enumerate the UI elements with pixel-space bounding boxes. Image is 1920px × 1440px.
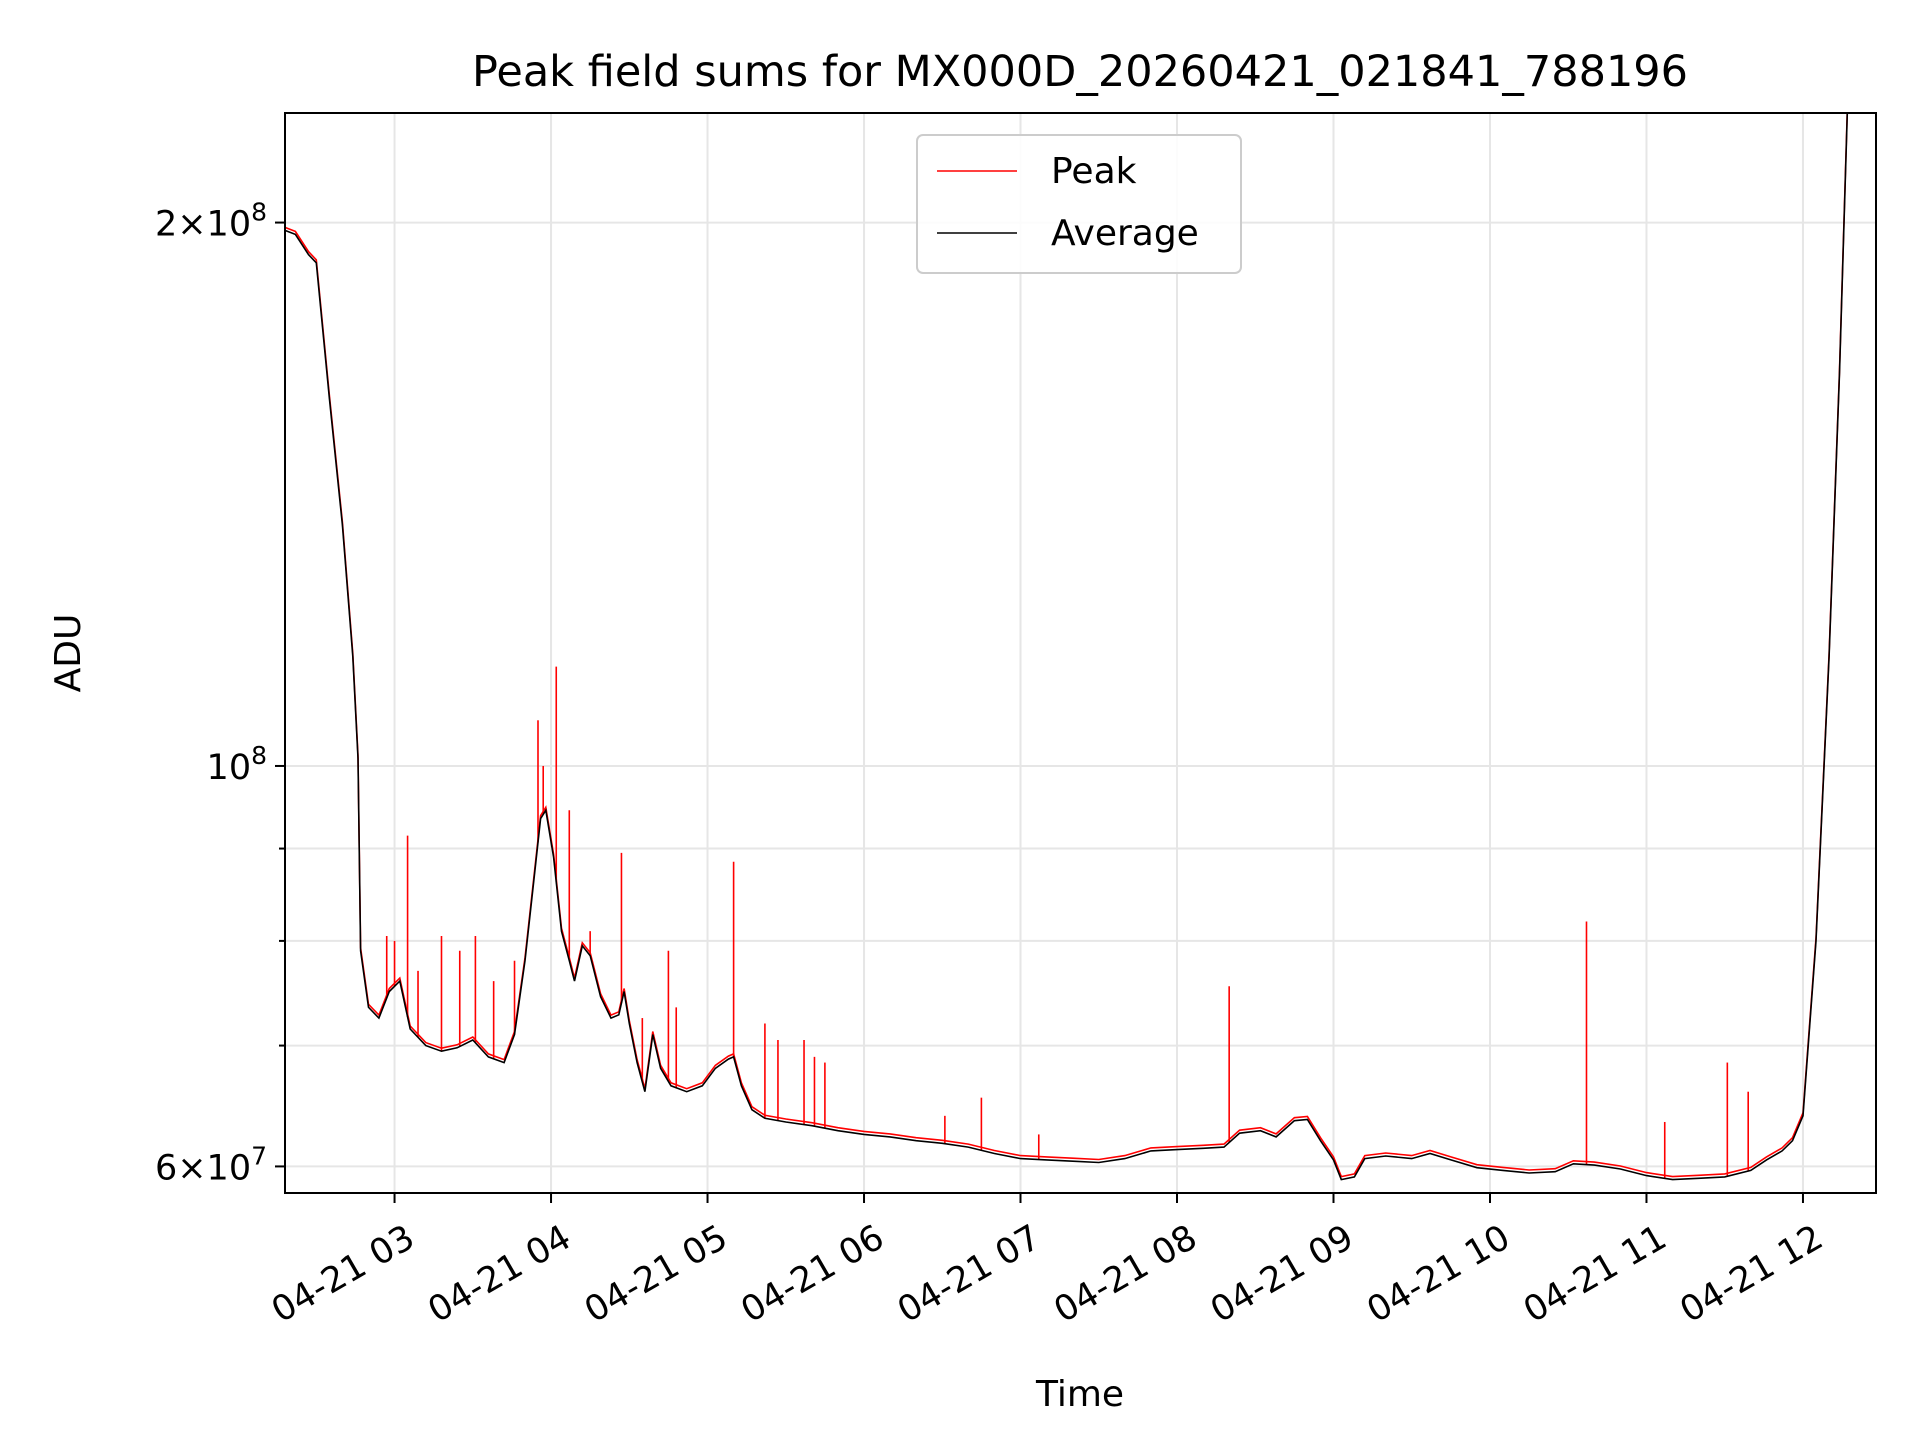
legend-average-label: Average — [1051, 213, 1199, 254]
x-tick-label: 04-21 05 — [578, 1218, 734, 1331]
series-line-average — [285, 113, 1849, 1181]
x-tick-label: 04-21 08 — [1048, 1218, 1204, 1331]
y-tick-label: 2×108 — [155, 198, 267, 245]
series-group — [285, 113, 1849, 1181]
y-tick-label-exponent: 7 — [251, 1141, 267, 1170]
plot-area — [285, 113, 1849, 1181]
plot-frame — [284, 112, 1877, 1194]
legend-peak-label: Peak — [1051, 151, 1137, 192]
y-tick-label: 6×107 — [155, 1141, 267, 1188]
x-tick-label: 04-21 10 — [1361, 1218, 1517, 1331]
x-axis-label: Time — [1035, 1374, 1124, 1415]
x-tick-label: 04-21 11 — [1517, 1218, 1673, 1331]
y-tick-label-exponent: 8 — [251, 741, 267, 770]
y-tick-label-base: 6×10 — [155, 1148, 251, 1188]
y-tick-label-base: 2×10 — [155, 205, 251, 245]
y-tick-label-exponent: 8 — [251, 198, 267, 227]
y-axis-label: ADU — [48, 614, 89, 693]
legend: Peak Average — [916, 134, 1242, 274]
grid-lines — [285, 113, 1876, 1193]
x-tick-label: 04-21 03 — [265, 1218, 421, 1331]
legend-box — [916, 134, 1242, 274]
x-tick-label: 04-21 09 — [1204, 1218, 1360, 1331]
y-tick-label-base: 10 — [207, 748, 252, 788]
x-tick-label: 04-21 04 — [422, 1218, 578, 1331]
x-tick-label: 04-21 07 — [891, 1218, 1047, 1331]
chart-title: Peak field sums for MX000D_20260421_0218… — [472, 47, 1688, 97]
x-tick-label: 04-21 12 — [1674, 1218, 1830, 1331]
x-tick-label: 04-21 06 — [735, 1218, 891, 1331]
series-line-peak — [285, 113, 1849, 1178]
y-tick-label: 108 — [207, 741, 267, 788]
